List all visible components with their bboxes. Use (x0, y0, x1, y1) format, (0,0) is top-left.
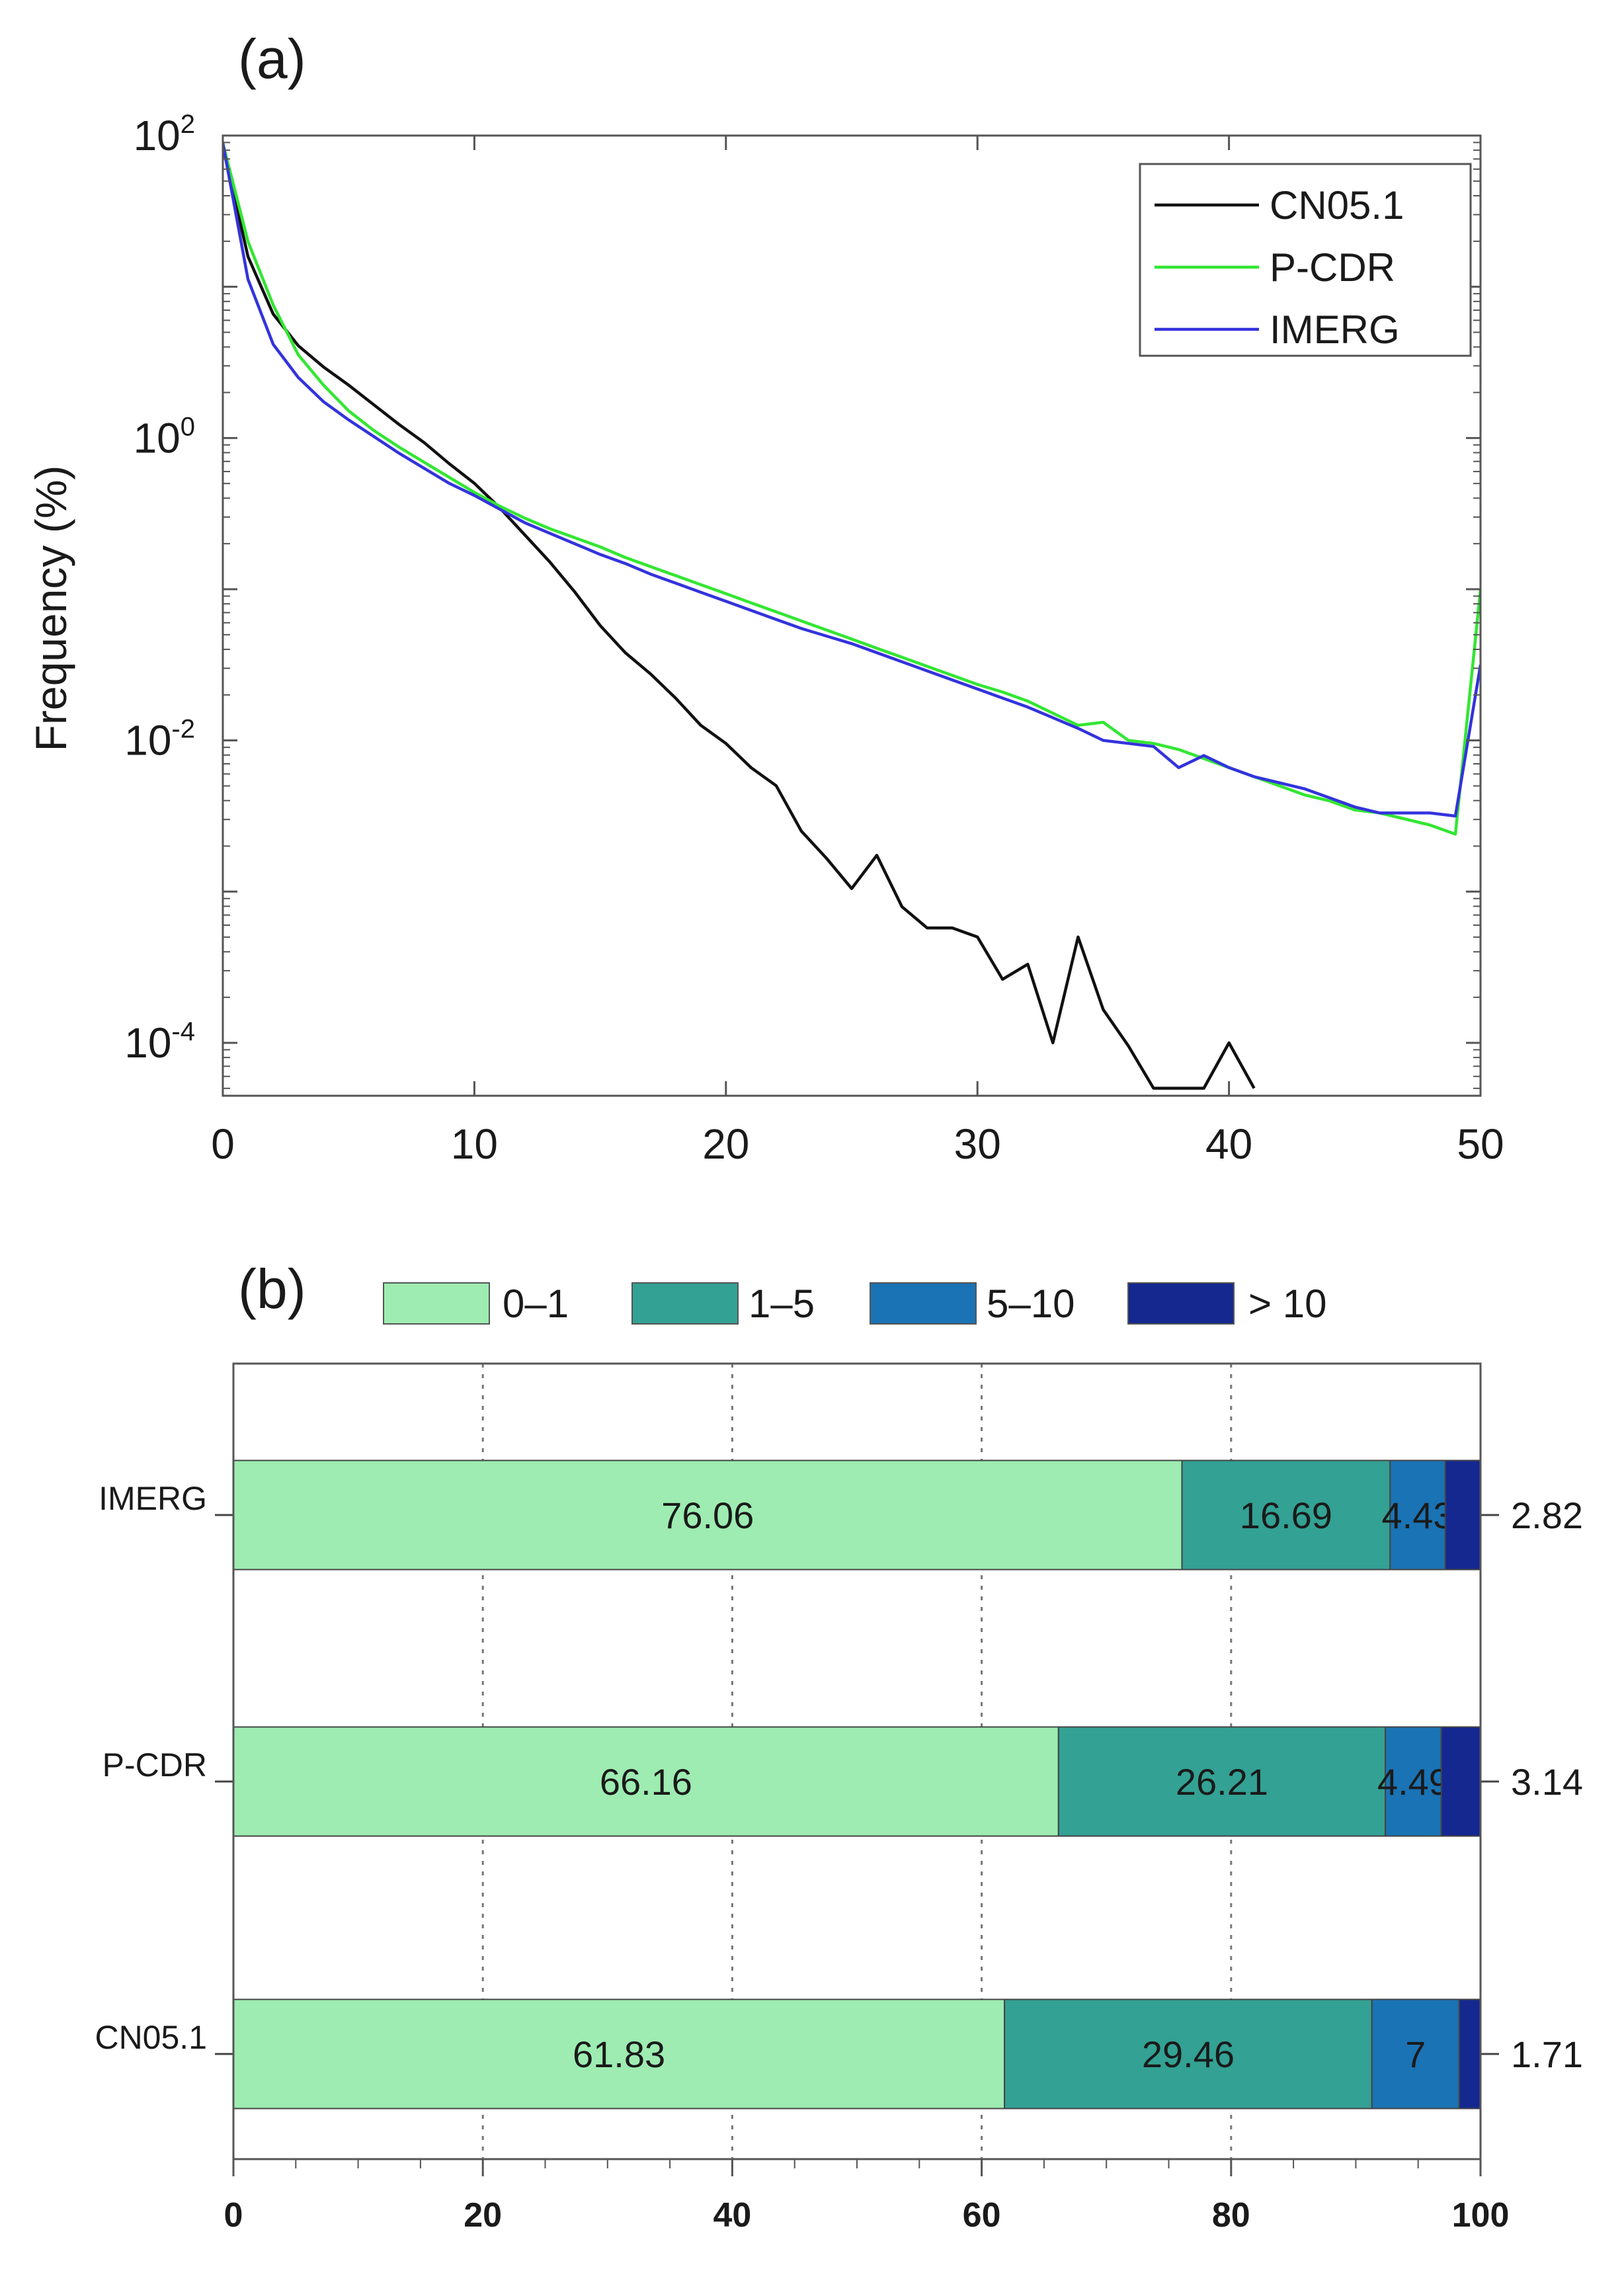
x-tick-label: 40 (1205, 1120, 1252, 1168)
bar-value-label: 61.83 (573, 2033, 665, 2075)
y-tick-base: 10 (124, 1019, 171, 1067)
x-tick-label: 0 (224, 2196, 243, 2234)
category-label: CN05.1 (95, 2019, 207, 2056)
legend-swatch-2 (631, 1282, 739, 1325)
bar-segment-cn05-1-4 (1458, 1998, 1482, 2110)
legend-swatch-4 (1127, 1282, 1235, 1325)
legend-box (1139, 163, 1472, 357)
panel-a-plot-frame (222, 134, 1482, 1097)
panel-b-label: (b) (238, 1258, 306, 1320)
legend-label: CN05.1 (1270, 183, 1404, 227)
x-tick-label: 50 (1457, 1120, 1504, 1168)
panel-b-axes: 0 20 40 60 80 100 (224, 1362, 1510, 2234)
bar-value-label-outside: 1.71 (1511, 2033, 1583, 2075)
bar-value-label: 76.06 (661, 1495, 754, 1536)
bar-value-label: 4.43 (1382, 1495, 1454, 1536)
bar-segment-cn05-1-2 (1004, 1998, 1373, 2110)
x-tick-label: 0 (211, 1120, 235, 1168)
bar-value-label-outside: 2.82 (1511, 1495, 1583, 1536)
bar-value-label: 29.46 (1142, 2033, 1235, 2075)
panel-a-legend: CN05.1 P-CDR IMERG (1139, 163, 1472, 357)
y-tick-label: 10-2 (124, 715, 195, 764)
x-tick-label: 100 (1452, 2196, 1510, 2234)
x-tick-label: 10 (451, 1120, 498, 1168)
bar-value-label: 7 (1405, 2033, 1426, 2075)
series-line-imerg (223, 142, 1481, 818)
panel-a-label: (a) (238, 28, 306, 90)
series-line-cn05-1 (223, 145, 1256, 1090)
y-tick-base: 10 (124, 717, 171, 764)
y-tick-label: 102 (134, 110, 195, 159)
series-line-p-cdr (223, 142, 1481, 836)
bar-segment-cn05-1-1 (233, 1998, 1006, 2110)
bar-segment-p-cdr-1 (233, 1726, 1059, 1837)
legend-label: 1–5 (749, 1282, 815, 1326)
bar-segment-imerg-2 (1181, 1459, 1391, 1571)
category-label: P-CDR (102, 1746, 207, 1784)
bar-value-label: 66.16 (600, 1761, 692, 1803)
panel-a-ylabel: Frequency (%) (26, 466, 75, 752)
y-tick-exponent: 0 (181, 412, 195, 441)
x-tick-label: 80 (1212, 2196, 1250, 2234)
x-tick-label: 60 (963, 2196, 1001, 2234)
bar-value-label-outside: 3.14 (1511, 1761, 1583, 1803)
legend-label: 0–1 (503, 1282, 569, 1326)
panel-a-line-chart: (a) Frequency (%) 0 10 20 30 40 5010210010-21… (26, 28, 1504, 1168)
bar-value-label: 26.21 (1176, 1761, 1268, 1803)
x-tick-label: 40 (713, 2196, 751, 2234)
bar-segment-imerg-4 (1444, 1459, 1481, 1571)
bar-value-label: 16.69 (1240, 1495, 1332, 1536)
x-tick-label: 20 (464, 2196, 502, 2234)
bar-segment-p-cdr-4 (1440, 1726, 1481, 1837)
legend-label: IMERG (1270, 308, 1400, 352)
legend-label: > 10 (1248, 1282, 1326, 1326)
panel-a-series-group (223, 142, 1481, 1090)
legend-swatch-1 (383, 1282, 490, 1325)
legend-label: P-CDR (1270, 245, 1395, 290)
x-tick-label: 20 (702, 1120, 749, 1168)
category-label: IMERG (99, 1480, 207, 1517)
bar-segment-cn05-1-3 (1371, 1998, 1460, 2110)
y-tick-label: 100 (134, 412, 195, 462)
y-tick-base: 10 (134, 112, 181, 159)
y-tick-exponent: -2 (171, 715, 195, 744)
bar-value-label: 4.49 (1377, 1761, 1449, 1803)
legend-label: 5–10 (987, 1282, 1075, 1326)
bar-segment-p-cdr-2 (1057, 1726, 1387, 1837)
y-tick-exponent: -4 (171, 1017, 195, 1046)
panel-b-bars: 76.06 16.69 4.43 2.82 IMERG 66.16 26.21 4.49 3.1… (95, 1459, 1583, 2110)
x-tick-label: 30 (954, 1120, 1001, 1168)
bar-segment-p-cdr-3 (1385, 1726, 1442, 1837)
y-tick-base: 10 (134, 414, 181, 462)
legend-swatch-3 (870, 1282, 977, 1325)
panel-b-bar-chart: (b) 0–1 1–5 5–10 > 10 76.06 16.69 4.43 2.82 IME… (95, 1258, 1583, 2234)
y-tick-label: 10-4 (124, 1017, 195, 1067)
y-tick-exponent: 2 (181, 110, 195, 139)
panel-b-legend: 0–1 1–5 5–10 > 10 (383, 1282, 1326, 1326)
